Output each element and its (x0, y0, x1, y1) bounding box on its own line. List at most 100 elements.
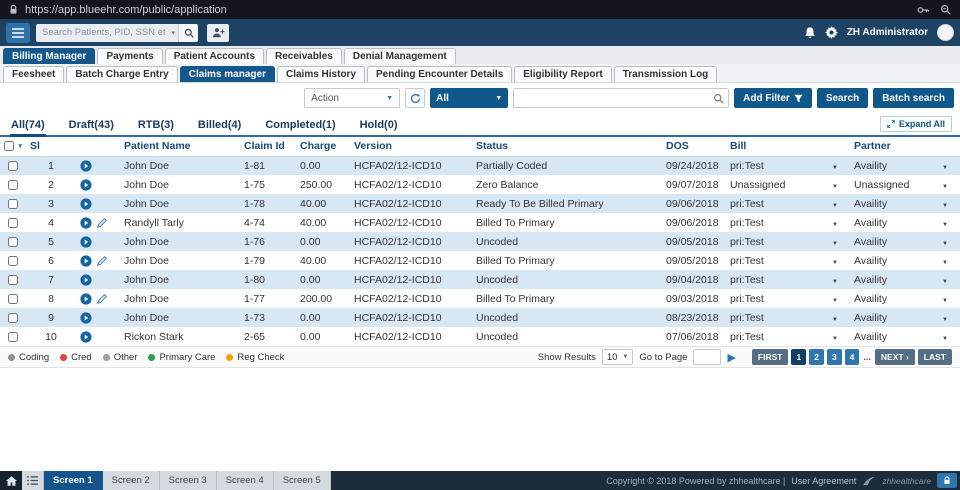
page-number-button[interactable]: 1 (791, 349, 807, 365)
tab-receivables[interactable]: Receivables (266, 48, 342, 64)
claim-row[interactable]: 7 John Doe 1-80 0.00 HCFA02/12-ICD10 Unc… (0, 270, 960, 289)
row-checkbox[interactable] (8, 274, 18, 285)
partner-dropdown-caret-icon[interactable] (942, 255, 948, 267)
bill-dropdown-caret-icon[interactable] (832, 217, 838, 229)
show-results-select[interactable]: 10 ▼ (601, 349, 634, 365)
bill-dropdown-caret-icon[interactable] (832, 312, 838, 324)
expand-claim-icon[interactable] (80, 273, 92, 286)
claim-row[interactable]: 8 John Doe 1-77 200.00 HCFA02/12-ICD10 B… (0, 289, 960, 308)
expand-claim-icon[interactable] (80, 216, 92, 229)
avatar[interactable] (937, 24, 954, 41)
page-number-button[interactable]: 4 (844, 349, 860, 365)
row-checkbox[interactable] (8, 160, 18, 171)
claim-row[interactable]: 3 John Doe 1-78 40.00 HCFA02/12-ICD10 Re… (0, 194, 960, 213)
tab-denial-management[interactable]: Denial Management (343, 48, 456, 64)
status-tab-all-74[interactable]: All(74) (10, 119, 46, 137)
expand-claim-icon[interactable] (80, 160, 92, 172)
tab-transmission-log[interactable]: Transmission Log (613, 66, 718, 82)
status-tab-completed-1[interactable]: Completed(1) (265, 119, 336, 131)
bill-dropdown-caret-icon[interactable] (832, 274, 838, 286)
status-tab-billed-4[interactable]: Billed(4) (197, 119, 242, 131)
last-page-button[interactable]: LAST (917, 349, 952, 365)
first-page-button[interactable]: FIRST (751, 349, 789, 365)
screen-tab-screen-3[interactable]: Screen 3 (160, 471, 217, 490)
row-checkbox[interactable] (8, 217, 18, 228)
tab-batch-charge-entry[interactable]: Batch Charge Entry (66, 66, 178, 82)
screen-tab-screen-4[interactable]: Screen 4 (217, 471, 274, 490)
bill-dropdown-caret-icon[interactable] (832, 160, 838, 172)
claim-row[interactable]: 9 John Doe 1-73 0.00 HCFA02/12-ICD10 Unc… (0, 308, 960, 327)
next-page-button[interactable]: NEXT › (874, 349, 915, 365)
gear-icon[interactable] (824, 26, 838, 39)
expand-claim-icon[interactable] (80, 197, 92, 210)
action-select[interactable]: Action ▼ (304, 88, 401, 108)
key-icon[interactable] (917, 5, 930, 15)
claim-row[interactable]: 4 Randyll Tarly 4-74 40.00 HCFA02/12-ICD… (0, 213, 960, 232)
select-all-checkbox[interactable] (4, 141, 14, 152)
scope-select[interactable]: All ▼ (430, 88, 509, 108)
partner-dropdown-caret-icon[interactable] (942, 293, 948, 305)
page-number-button[interactable]: 2 (809, 349, 824, 365)
row-checkbox[interactable] (8, 293, 18, 304)
screen-tab-screen-1[interactable]: Screen 1 (44, 471, 103, 490)
expand-claim-icon[interactable] (80, 330, 92, 343)
edit-claim-icon[interactable] (97, 255, 107, 266)
partner-dropdown-caret-icon[interactable] (942, 160, 948, 172)
row-checkbox[interactable] (8, 198, 18, 209)
tab-payments[interactable]: Payments (97, 48, 163, 64)
tab-eligibility-report[interactable]: Eligibility Report (514, 66, 612, 82)
expand-claim-icon[interactable] (80, 292, 92, 305)
add-filter-button[interactable]: Add Filter (734, 88, 812, 108)
patient-search-button[interactable] (178, 23, 198, 42)
expand-claim-icon[interactable] (80, 254, 92, 267)
refresh-button[interactable] (405, 88, 426, 108)
menu-button[interactable] (6, 22, 30, 43)
row-checkbox[interactable] (8, 331, 18, 342)
status-tab-hold-0[interactable]: Hold(0) (359, 119, 398, 131)
partner-dropdown-caret-icon[interactable] (942, 274, 948, 286)
bill-dropdown-caret-icon[interactable] (832, 331, 838, 343)
add-patient-button[interactable] (207, 23, 229, 42)
tab-patient-accounts[interactable]: Patient Accounts (164, 48, 265, 64)
claim-row[interactable]: 6 John Doe 1-79 40.00 HCFA02/12-ICD10 Bi… (0, 251, 960, 270)
partner-dropdown-caret-icon[interactable] (942, 217, 948, 229)
bill-dropdown-caret-icon[interactable] (832, 255, 838, 267)
bill-dropdown-caret-icon[interactable] (832, 179, 838, 191)
claim-row[interactable]: 5 John Doe 1-76 0.00 HCFA02/12-ICD10 Unc… (0, 232, 960, 251)
row-checkbox[interactable] (8, 312, 18, 323)
tab-claims-history[interactable]: Claims History (276, 66, 366, 82)
search-button[interactable]: Search (816, 88, 869, 108)
footer-lock-button[interactable] (937, 473, 957, 488)
go-to-page-input[interactable] (693, 349, 722, 365)
go-to-page-button[interactable] (727, 351, 735, 364)
row-checkbox[interactable] (8, 179, 18, 190)
zoom-icon[interactable] (940, 4, 951, 15)
user-agreement-link[interactable]: User Agreement (791, 475, 857, 486)
row-checkbox[interactable] (8, 255, 18, 266)
bill-dropdown-caret-icon[interactable] (832, 236, 838, 248)
partner-dropdown-caret-icon[interactable] (942, 179, 948, 191)
screen-tab-screen-5[interactable]: Screen 5 (274, 471, 331, 490)
partner-dropdown-caret-icon[interactable] (942, 236, 948, 248)
tab-billing-manager[interactable]: Billing Manager (3, 48, 96, 64)
row-checkbox[interactable] (8, 236, 18, 247)
expand-claim-icon[interactable] (80, 235, 92, 248)
expand-claim-icon[interactable] (80, 178, 92, 191)
search-icon[interactable] (713, 93, 728, 104)
bell-icon[interactable] (804, 26, 816, 39)
select-all-caret-icon[interactable] (14, 140, 23, 152)
tab-pending-encounter-details[interactable]: Pending Encounter Details (367, 66, 513, 82)
partner-dropdown-caret-icon[interactable] (942, 331, 948, 343)
edit-claim-icon[interactable] (97, 217, 107, 228)
partner-dropdown-caret-icon[interactable] (942, 312, 948, 324)
edit-claim-icon[interactable] (97, 293, 107, 304)
bill-dropdown-caret-icon[interactable] (832, 198, 838, 210)
status-tab-rtb-3[interactable]: RTB(3) (137, 119, 174, 131)
page-number-button[interactable]: 3 (826, 349, 842, 365)
home-button[interactable] (0, 471, 22, 490)
screen-list-button[interactable] (22, 471, 44, 490)
patient-search-input[interactable] (36, 23, 178, 42)
claim-row[interactable]: 1 John Doe 1-81 0.00 HCFA02/12-ICD10 Par… (0, 156, 960, 175)
partner-dropdown-caret-icon[interactable] (942, 198, 948, 210)
claim-row[interactable]: 2 John Doe 1-75 250.00 HCFA02/12-ICD10 Z… (0, 175, 960, 194)
